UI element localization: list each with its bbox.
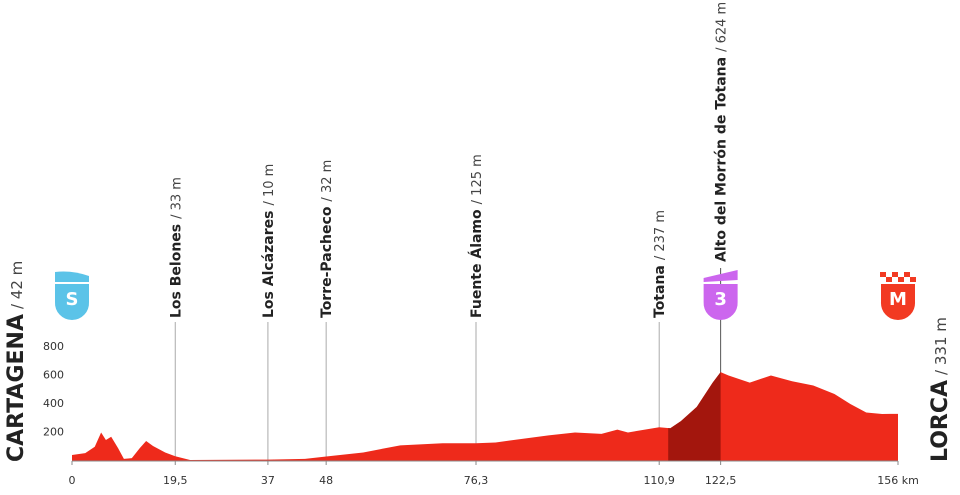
badge-check (892, 272, 898, 277)
badge-check (886, 277, 892, 282)
climb-badge: 3 (703, 270, 738, 321)
waypoint-name: Los Belones (168, 224, 184, 318)
badge-text: S (66, 289, 79, 310)
badge-text: M (889, 289, 907, 310)
waypoint-detail: / 33 m (169, 177, 184, 219)
badge-check (880, 272, 886, 277)
badge-body (880, 284, 916, 321)
start-label: CARTAGENA / 42 m (4, 261, 29, 462)
waypoint-detail: / 624 m (714, 2, 729, 52)
waypoint-detail: / 10 m (261, 164, 276, 206)
finish-label: LORCA / 331 m (928, 317, 953, 462)
badge-flag (55, 271, 89, 282)
waypoint-detail: / 125 m (469, 154, 484, 204)
waypoint-label: Totana / 237 m (652, 210, 668, 318)
waypoint-name: Torre-Pacheco (319, 206, 335, 318)
x-tick-label: 37 (261, 474, 275, 487)
waypoint-label: Fuente Álamo / 125 m (468, 154, 485, 318)
place-detail: / 42 m (8, 261, 26, 309)
waypoint-name: Los Alcázares (261, 211, 277, 318)
waypoint-name: Totana (652, 265, 668, 318)
badge-check (898, 277, 904, 282)
x-tick-label: 122,5 (705, 474, 737, 487)
y-tick-label: 400 (43, 397, 64, 410)
x-tick-label: 156 km (877, 474, 919, 487)
badge-flag (703, 270, 738, 282)
place-detail: / 331 m (932, 317, 950, 375)
badge-body (703, 284, 738, 321)
x-tick-label: 76,3 (464, 474, 489, 487)
x-tick-label: 110,9 (643, 474, 675, 487)
badge-check (904, 272, 910, 277)
waypoint-label: Los Belones / 33 m (168, 177, 184, 318)
finish-badge: M (880, 272, 916, 321)
x-tick-label: 48 (319, 474, 333, 487)
elevation-area (72, 372, 898, 461)
badge-text: 3 (714, 289, 727, 310)
waypoint-label: Torre-Pacheco / 32 m (319, 160, 335, 318)
place-name: CARTAGENA (4, 314, 29, 462)
start-badge: S (54, 271, 90, 321)
waypoint-detail: / 32 m (320, 160, 335, 202)
x-tick-label: 0 (69, 474, 76, 487)
badge-check (910, 277, 916, 282)
x-tick-label: 19,5 (163, 474, 188, 487)
waypoint-detail: / 237 m (653, 210, 668, 260)
y-tick-label: 800 (43, 340, 64, 353)
waypoint-label: Los Alcázares / 10 m (261, 164, 277, 318)
waypoint-name: Fuente Álamo (468, 209, 485, 318)
y-tick-label: 600 (43, 369, 64, 382)
badge-body (54, 284, 90, 321)
place-name: LORCA (928, 380, 953, 462)
waypoint-label: Alto del Morrón de Totana / 624 m (714, 2, 730, 262)
y-tick-label: 200 (43, 426, 64, 439)
waypoint-name: Alto del Morrón de Totana (714, 57, 730, 262)
